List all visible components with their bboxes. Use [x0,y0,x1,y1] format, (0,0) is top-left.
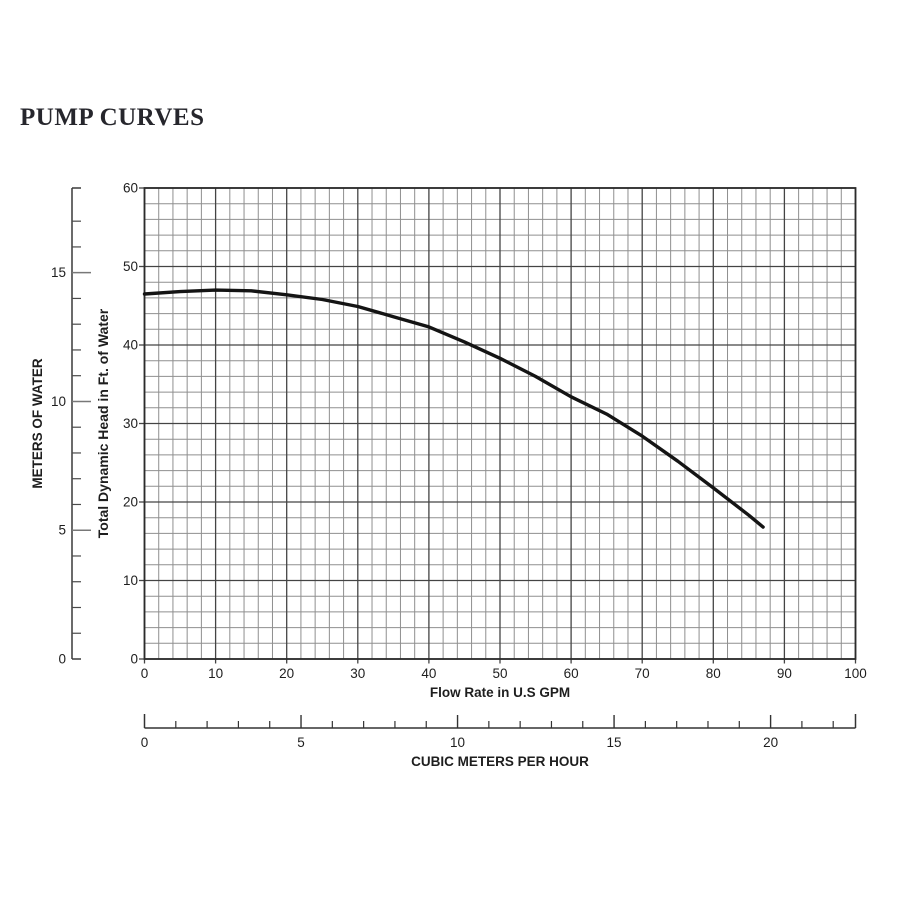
y-tick-label: 30 [123,416,138,431]
y-tick-label: 60 [123,181,138,196]
meters-tick-label: 10 [51,394,66,409]
y-tick-label: 50 [123,259,138,274]
y-axis-title: Total Dynamic Head in Ft. of Water [95,308,111,538]
x-tick-label: 90 [777,666,792,681]
y-tick-label: 0 [130,652,138,667]
meters-axis-title: METERS OF WATER [30,358,45,488]
cmh-tick-label: 5 [297,735,305,750]
cmh-tick-label: 0 [141,735,149,750]
x-tick-label: 70 [635,666,650,681]
x-tick-label: 100 [844,666,867,681]
x-tick-label: 30 [350,666,365,681]
meters-tick-label: 15 [51,265,66,280]
pump-curve-chart-panel: 0 10 20 30 40 50 60 0 10 20 30 40 50 60 70 80 90 100 Flow … [19,155,883,778]
x-tick-label: 40 [421,666,436,681]
x-axis-title: Flow Rate in U.S GPM [430,685,570,700]
page-title: PUMP CURVES [20,104,205,131]
y-tick-label: 10 [123,573,138,588]
cmh-tick-label: 20 [763,735,778,750]
y-tick-label: 20 [123,495,138,510]
cmh-axis-title: CUBIC METERS PER HOUR [411,754,589,769]
plot-frame [143,187,857,660]
x-tick-label: 60 [564,666,579,681]
cmh-tick-label: 15 [607,735,622,750]
x-tick-label: 50 [492,666,507,681]
meters-tick-label: 5 [58,523,66,538]
y-tick-label: 40 [123,338,138,353]
x-tick-label: 20 [279,666,294,681]
x-tick-label: 0 [141,666,149,681]
cmh-tick-label: 10 [450,735,465,750]
x-tick-label: 80 [706,666,721,681]
pump-curve-line [142,288,765,529]
meters-tick-label: 0 [58,652,66,667]
x-tick-label: 10 [208,666,223,681]
